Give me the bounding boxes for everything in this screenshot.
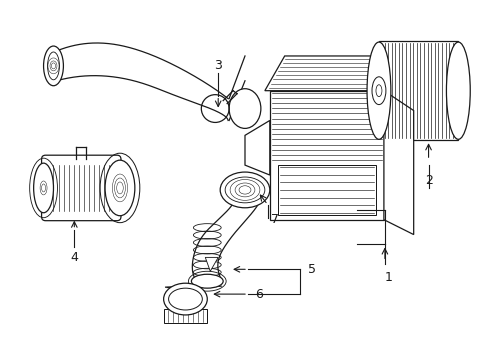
Ellipse shape bbox=[220, 172, 269, 208]
Bar bbox=[163, 309, 207, 323]
Bar bbox=[378, 41, 457, 140]
Text: 6: 6 bbox=[254, 288, 262, 301]
Ellipse shape bbox=[371, 77, 385, 105]
Ellipse shape bbox=[366, 42, 390, 139]
Ellipse shape bbox=[43, 46, 63, 86]
Ellipse shape bbox=[224, 177, 264, 203]
Text: 3: 3 bbox=[214, 59, 222, 72]
Text: 4: 4 bbox=[70, 251, 78, 264]
Text: 2: 2 bbox=[424, 174, 431, 186]
Ellipse shape bbox=[105, 160, 135, 216]
Polygon shape bbox=[383, 91, 413, 235]
Ellipse shape bbox=[446, 42, 469, 139]
FancyBboxPatch shape bbox=[41, 155, 121, 221]
Ellipse shape bbox=[34, 163, 53, 213]
Ellipse shape bbox=[375, 85, 381, 96]
Ellipse shape bbox=[163, 283, 207, 315]
Ellipse shape bbox=[229, 89, 260, 129]
Text: 5: 5 bbox=[307, 263, 315, 276]
Ellipse shape bbox=[47, 52, 60, 80]
Text: 7: 7 bbox=[270, 213, 278, 226]
Polygon shape bbox=[205, 257, 218, 271]
Polygon shape bbox=[264, 56, 388, 91]
Bar bbox=[269, 91, 383, 220]
Bar bbox=[277, 165, 375, 215]
Polygon shape bbox=[244, 121, 269, 175]
Polygon shape bbox=[192, 205, 257, 279]
Text: 1: 1 bbox=[384, 271, 392, 284]
Ellipse shape bbox=[191, 274, 223, 288]
Ellipse shape bbox=[168, 288, 202, 310]
